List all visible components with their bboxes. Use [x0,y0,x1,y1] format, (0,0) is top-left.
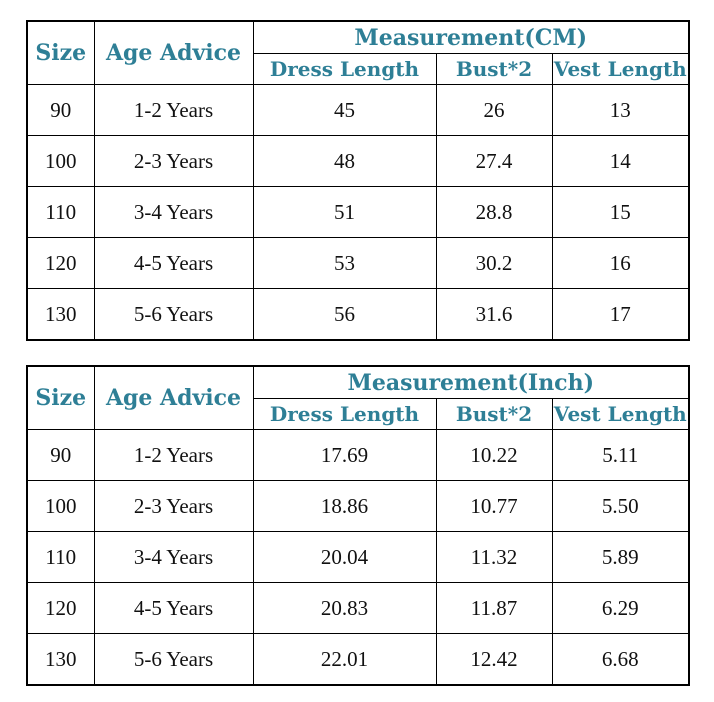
col-header-vest-length: Vest Length [551,53,690,85]
size-table-inch: Size Age Advice Measurement(Inch) Dress … [26,365,690,686]
table-cell: 18.86 [252,480,437,532]
table-row: 120 4-5 Years 20.83 11.87 6.29 [26,582,690,634]
table-cell: 2-3 Years [93,480,254,532]
table-cell: 5.89 [551,531,690,583]
table-cell: 27.4 [435,135,553,187]
header-row: Size Age Advice Measurement(CM) [26,20,690,85]
table-cell: 20.83 [252,582,437,634]
table-cell: 20.04 [252,531,437,583]
table-cell: 28.8 [435,186,553,238]
table-cell: 10.22 [435,429,553,481]
table-cell: 15 [551,186,690,238]
table-row: 120 4-5 Years 53 30.2 16 [26,237,690,289]
col-header-bust: Bust*2 [435,398,553,430]
table-cell: 10.77 [435,480,553,532]
table-cell: 22.01 [252,633,437,686]
table-cell: 120 [26,237,95,289]
table-cell: 3-4 Years [93,186,254,238]
table-cell: 6.29 [551,582,690,634]
col-header-age-advice: Age Advice [93,20,254,85]
table-cell: 17.69 [252,429,437,481]
col-header-size: Size [26,365,95,430]
table-cell: 4-5 Years [93,237,254,289]
table-cell: 110 [26,186,95,238]
table-cell: 12.42 [435,633,553,686]
group-header-measurement-cm: Measurement(CM) [252,20,690,54]
table-cell: 100 [26,480,95,532]
table-cell: 1-2 Years [93,429,254,481]
col-header-vest-length: Vest Length [551,398,690,430]
table-row: 90 1-2 Years 17.69 10.22 5.11 [26,429,690,481]
col-header-dress-length: Dress Length [252,398,437,430]
table-cell: 90 [26,429,95,481]
table-cell: 26 [435,84,553,136]
col-header-size: Size [26,20,95,85]
subheader-row: Dress Length Bust*2 Vest Length [27,53,690,85]
table-row: 130 5-6 Years 22.01 12.42 6.68 [26,633,690,686]
table-cell: 120 [26,582,95,634]
table-cell: 5-6 Years [93,288,254,341]
table-cell: 90 [26,84,95,136]
table-row: 100 2-3 Years 48 27.4 14 [26,135,690,187]
table-cell: 130 [26,633,95,686]
table-body-cm: 90 1-2 Years 45 26 13 100 2-3 Years 48 27.4 14 110… [26,84,690,341]
table-cell: 51 [252,186,437,238]
table-cell: 2-3 Years [93,135,254,187]
table-cell: 3-4 Years [93,531,254,583]
group-header-measurement-inch: Measurement(Inch) [252,365,690,399]
table-cell: 30.2 [435,237,553,289]
table-cell: 13 [551,84,690,136]
header-row: Size Age Advice Measurement(Inch) [26,365,690,430]
size-table-cm: Size Age Advice Measurement(CM) Dress Le… [26,20,690,341]
table-cell: 45 [252,84,437,136]
table-cell: 56 [252,288,437,341]
col-header-dress-length: Dress Length [252,53,437,85]
col-header-age-advice: Age Advice [93,365,254,430]
table-cell: 5.11 [551,429,690,481]
table-cell: 17 [551,288,690,341]
table-cell: 6.68 [551,633,690,686]
table-cell: 16 [551,237,690,289]
table-cell: 48 [252,135,437,187]
col-header-bust: Bust*2 [435,53,553,85]
table-cell: 14 [551,135,690,187]
table-cell: 5-6 Years [93,633,254,686]
table-cell: 11.32 [435,531,553,583]
table-body-inch: 90 1-2 Years 17.69 10.22 5.11 100 2-3 Years 18.… [26,429,690,686]
table-row: 110 3-4 Years 20.04 11.32 5.89 [26,531,690,583]
table-row: 130 5-6 Years 56 31.6 17 [26,288,690,341]
table-cell: 110 [26,531,95,583]
table-row: 100 2-3 Years 18.86 10.77 5.50 [26,480,690,532]
table-cell: 1-2 Years [93,84,254,136]
table-row: 90 1-2 Years 45 26 13 [26,84,690,136]
table-cell: 4-5 Years [93,582,254,634]
table-cell: 11.87 [435,582,553,634]
table-row: 110 3-4 Years 51 28.8 15 [26,186,690,238]
table-cell: 5.50 [551,480,690,532]
table-cell: 53 [252,237,437,289]
table-cell: 31.6 [435,288,553,341]
table-cell: 130 [26,288,95,341]
table-cell: 100 [26,135,95,187]
